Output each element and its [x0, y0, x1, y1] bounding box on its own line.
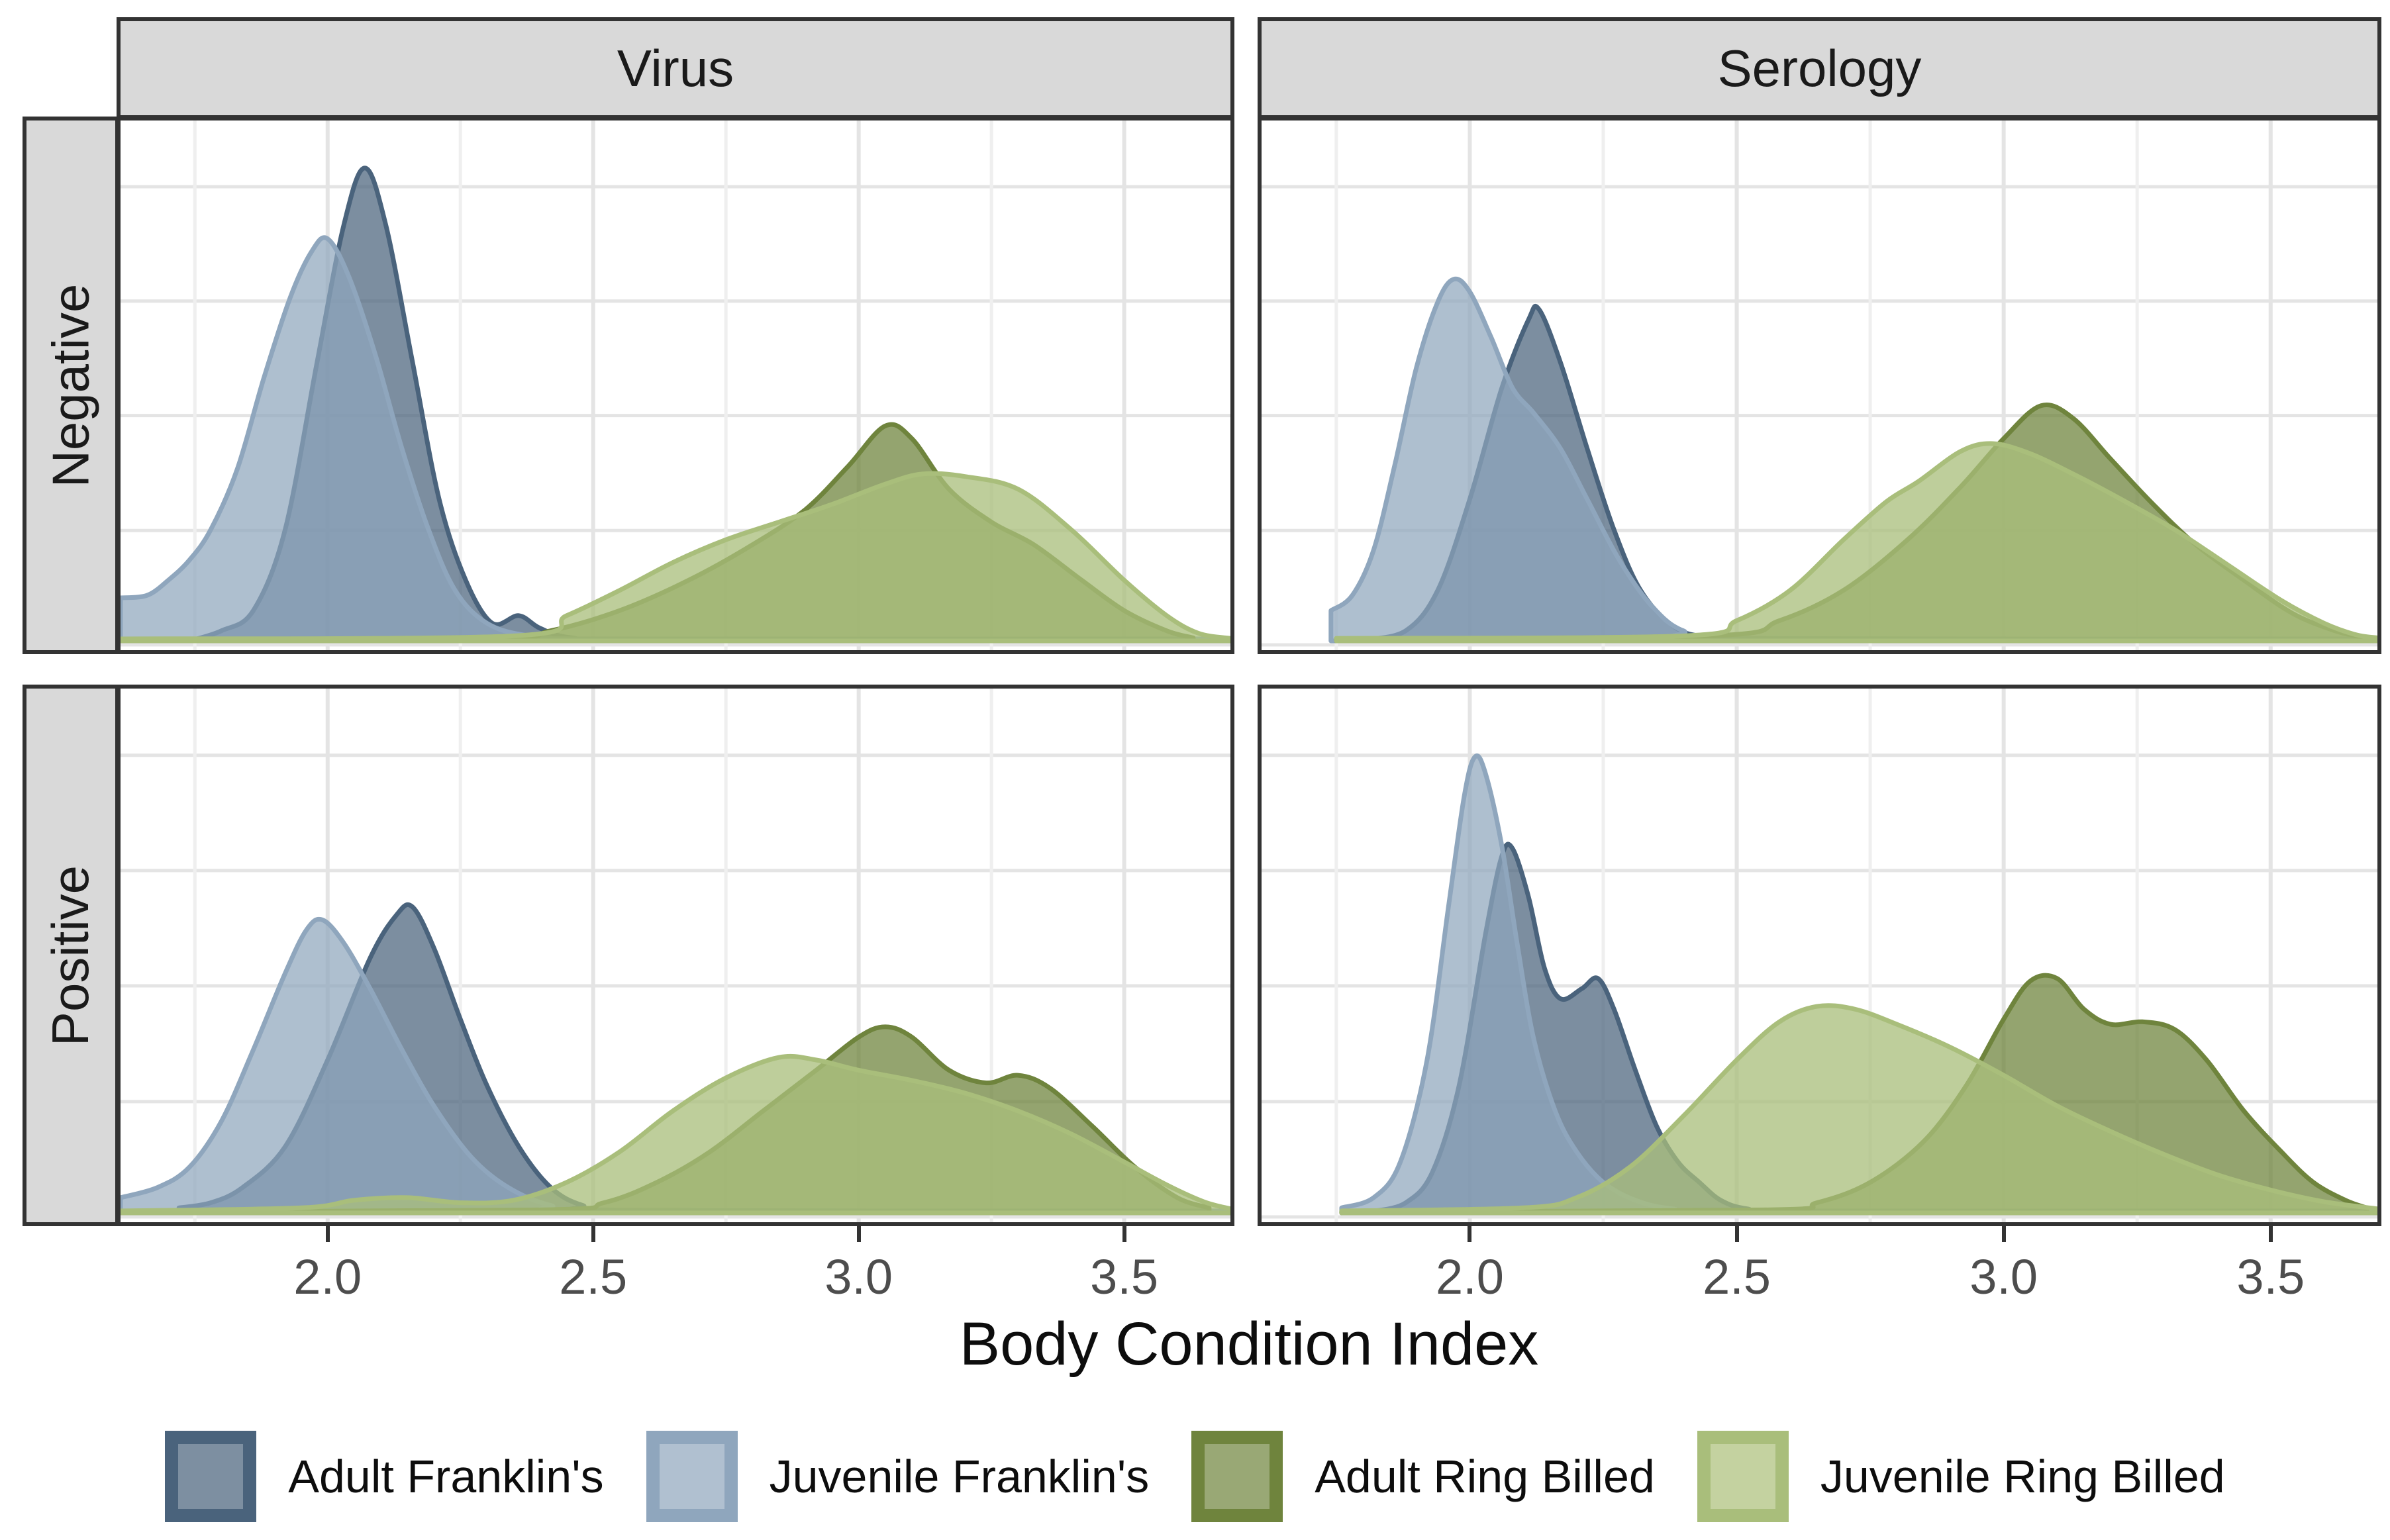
- legend-label: Adult Ring Billed: [1315, 1451, 1655, 1502]
- facet-strip-positive: Positive: [23, 685, 119, 1226]
- x-axis-tick: [2001, 1226, 2006, 1242]
- x-axis-tick-label: 3.5: [1090, 1249, 1159, 1304]
- legend-label: Juvenile Ring Billed: [1820, 1451, 2225, 1502]
- density-curve-juvenile-ring-billed: [121, 471, 1230, 644]
- facet-strip-negative-label: Negative: [41, 283, 100, 487]
- facet-strip-positive-label: Positive: [41, 865, 100, 1046]
- panel-negative-serology: [1258, 117, 2381, 654]
- x-axis-tick-label: 3.5: [2236, 1249, 2305, 1304]
- legend-key-fill: [1710, 1444, 1775, 1509]
- legend-item: Juvenile Ring Billed: [1697, 1431, 2225, 1522]
- legend-label: Adult Franklin's: [288, 1451, 604, 1502]
- x-axis-tick-label: 2.5: [1703, 1249, 1771, 1304]
- legend: Adult Franklin's Juvenile Franklin's Adult…: [0, 1429, 2390, 1524]
- density-curve-juvenile-ring-billed: [1334, 441, 2377, 644]
- legend-key-fill: [659, 1444, 724, 1509]
- panel-negative-virus: [117, 117, 1234, 654]
- x-axis-tick: [1122, 1226, 1126, 1242]
- legend-item: Adult Franklin's: [165, 1431, 604, 1522]
- x-axis-tick-label: 3.0: [824, 1249, 893, 1304]
- legend-item: Adult Ring Billed: [1191, 1431, 1655, 1522]
- legend-item: Juvenile Franklin's: [646, 1431, 1150, 1522]
- facet-strip-virus: Virus: [117, 17, 1234, 119]
- x-axis-tick: [325, 1226, 330, 1242]
- x-axis-tick: [2268, 1226, 2273, 1242]
- legend-key-fill: [1205, 1444, 1270, 1509]
- density-curve-juvenile-ring-billed: [121, 1053, 1230, 1216]
- facet-strip-negative: Negative: [23, 117, 119, 654]
- x-axis-tick-label: 2.5: [559, 1249, 628, 1304]
- legend-label: Juvenile Franklin's: [769, 1451, 1150, 1502]
- x-axis-tick: [1734, 1226, 1739, 1242]
- legend-key-swatch: [1697, 1431, 1789, 1522]
- panel-positive-virus: [117, 685, 1234, 1226]
- facet-strip-serology-label: Serology: [1717, 38, 1922, 97]
- legend-key-swatch: [1191, 1431, 1283, 1522]
- facet-strip-serology: Serology: [1258, 17, 2381, 119]
- x-axis-tick: [856, 1226, 861, 1242]
- x-axis-tick-label: 2.0: [1435, 1249, 1504, 1304]
- legend-key-fill: [178, 1444, 244, 1509]
- facet-strip-virus-label: Virus: [617, 38, 734, 97]
- x-axis-tick: [1468, 1226, 1472, 1242]
- legend-key-swatch: [646, 1431, 738, 1522]
- density-curve-juvenile-ring-billed: [1339, 1003, 2377, 1216]
- x-axis-tick-label: 2.0: [293, 1249, 362, 1304]
- x-axis-tick-label: 3.0: [1969, 1249, 2038, 1304]
- x-axis-title: Body Condition Index: [959, 1310, 1539, 1378]
- panel-positive-serology: [1258, 685, 2381, 1226]
- legend-key-swatch: [165, 1431, 257, 1522]
- x-axis-tick: [591, 1226, 595, 1242]
